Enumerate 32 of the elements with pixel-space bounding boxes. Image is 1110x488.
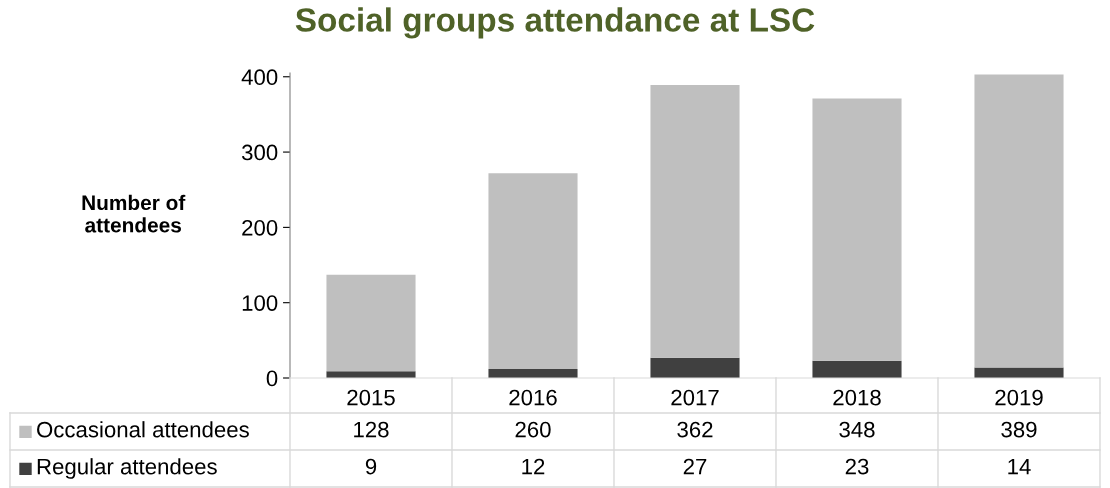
x-tick-label: 2015 (347, 389, 395, 406)
x-tick-label: 2017 (671, 389, 719, 406)
data-label: 362 (677, 421, 713, 438)
x-tick-label: 2016 (509, 389, 557, 406)
data-label: 348 (839, 421, 875, 438)
bar (326, 274, 416, 372)
bar (812, 98, 902, 361)
bar (650, 85, 740, 358)
data-label: 23 (845, 458, 869, 475)
bar (974, 367, 1064, 378)
x-tick-label: 2018 (833, 389, 881, 406)
data-label: 12 (522, 458, 545, 475)
bar (650, 357, 740, 378)
chart-title: Social groups attendance at LSC (295, 7, 815, 39)
data-label: 9 (365, 458, 377, 475)
bar (812, 360, 902, 378)
x-tick-label: 2019 (995, 389, 1043, 406)
data-label: 128 (354, 421, 389, 438)
data-label: 260 (515, 421, 551, 438)
data-label: 389 (1001, 421, 1037, 438)
y-tick-label: 400 (241, 69, 278, 86)
bar (974, 74, 1064, 368)
legend-label: Occasional attendees (37, 421, 249, 438)
bar (488, 173, 578, 369)
y-axis-title: Number of attendees (82, 194, 186, 233)
y-tick-label: 100 (242, 295, 278, 311)
data-label: 14 (1008, 458, 1031, 475)
legend-label: Regular attendees (37, 458, 217, 479)
y-tick-label: 200 (242, 219, 278, 236)
y-tick-label: 300 (241, 144, 278, 161)
y-tick-label: 0 (266, 370, 278, 387)
data-label: 27 (683, 458, 707, 475)
